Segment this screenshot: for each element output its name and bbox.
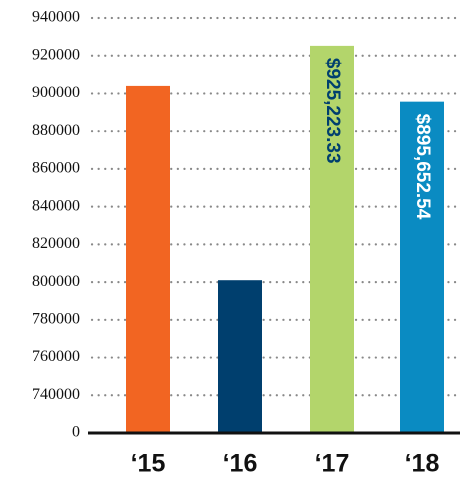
x-tick-label: ‘16	[223, 450, 258, 478]
x-tick-label: ‘17	[315, 450, 350, 478]
y-tick-label: 840000	[32, 197, 80, 214]
y-tick-label: 820000	[32, 235, 80, 252]
y-tick-label: 800000	[32, 273, 80, 290]
x-tick-label: ‘15	[131, 450, 166, 478]
y-tick-label: 900000	[32, 84, 80, 101]
value-label: $895,652.54	[412, 114, 433, 220]
y-tick-label: 740000	[32, 386, 80, 403]
y-tick-label: 880000	[32, 122, 80, 139]
y-tick-label: 0	[72, 424, 80, 441]
y-tick-label: 780000	[32, 310, 80, 327]
y-tick-label: 940000	[32, 9, 80, 26]
bar	[126, 85, 170, 432]
bar	[400, 101, 444, 432]
bar	[310, 45, 354, 432]
y-tick-label: 760000	[32, 348, 80, 365]
x-tick-label: ‘18	[405, 450, 440, 478]
value-label: $925,223.33	[322, 58, 343, 164]
y-tick-label: 860000	[32, 160, 80, 177]
bar	[218, 280, 262, 432]
y-tick-label: 920000	[32, 46, 80, 63]
